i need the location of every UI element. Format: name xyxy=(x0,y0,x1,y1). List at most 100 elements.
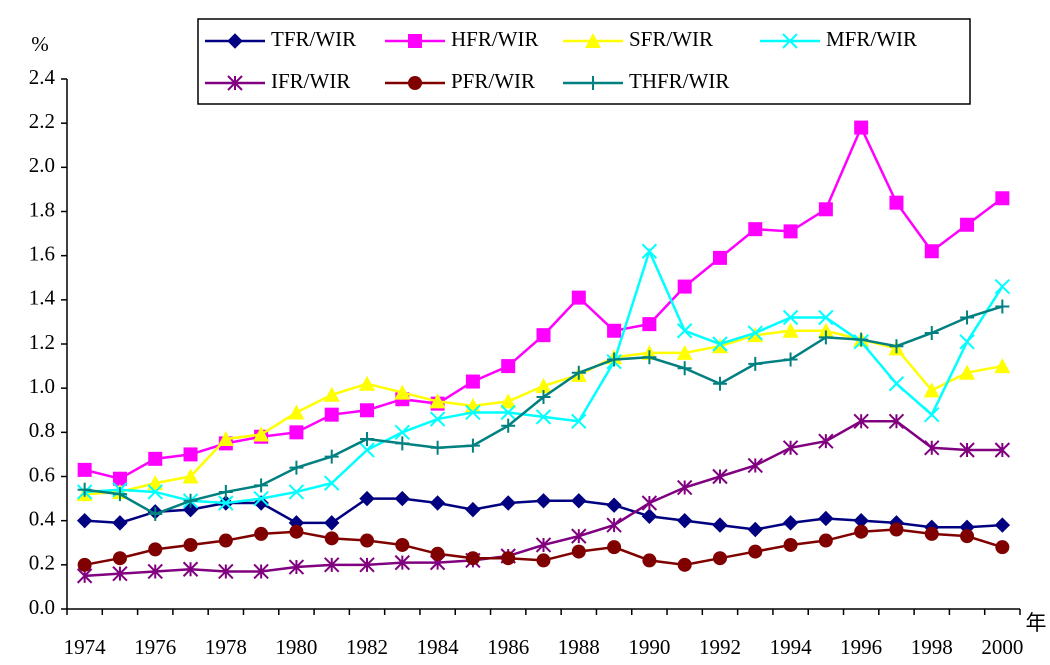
marker xyxy=(324,475,340,491)
marker xyxy=(994,517,1011,533)
marker xyxy=(360,533,375,548)
marker xyxy=(218,484,233,499)
marker xyxy=(288,484,305,500)
marker xyxy=(500,495,516,511)
x-tick-label: 1982 xyxy=(346,635,388,659)
marker xyxy=(607,323,622,338)
marker xyxy=(147,484,163,500)
marker xyxy=(112,515,128,531)
marker xyxy=(218,563,234,580)
marker xyxy=(359,490,375,507)
marker xyxy=(606,497,622,513)
marker xyxy=(641,508,658,524)
marker xyxy=(959,442,975,458)
marker xyxy=(888,413,905,429)
marker xyxy=(359,442,375,458)
marker xyxy=(360,403,375,418)
marker xyxy=(818,510,834,527)
marker xyxy=(394,490,411,507)
marker xyxy=(465,551,480,566)
legend-label: PFR/WIR xyxy=(451,69,535,93)
marker xyxy=(253,563,269,580)
marker xyxy=(408,76,422,90)
marker xyxy=(747,521,763,538)
marker xyxy=(923,382,940,398)
marker xyxy=(571,528,587,544)
marker xyxy=(586,76,600,90)
marker xyxy=(782,33,798,49)
legend-label: MFR/WIR xyxy=(826,27,917,51)
marker xyxy=(642,553,657,568)
marker xyxy=(408,34,422,48)
marker xyxy=(676,479,693,496)
marker xyxy=(571,365,586,380)
y-tick-label: 1.0 xyxy=(29,374,55,398)
marker xyxy=(501,551,516,566)
marker xyxy=(924,325,939,340)
marker xyxy=(747,325,763,341)
y-tick-label: 1.2 xyxy=(29,330,55,354)
marker xyxy=(148,507,163,522)
marker xyxy=(677,279,692,294)
marker xyxy=(429,411,446,427)
marker xyxy=(959,334,975,350)
marker xyxy=(960,310,975,325)
marker xyxy=(676,344,693,360)
marker xyxy=(853,413,869,429)
marker xyxy=(218,495,234,511)
marker xyxy=(324,407,339,422)
marker xyxy=(465,438,480,453)
marker xyxy=(994,278,1011,295)
marker xyxy=(183,537,198,552)
marker xyxy=(182,468,199,484)
y-axis-label: % xyxy=(31,32,49,56)
marker xyxy=(711,338,728,354)
series-line xyxy=(84,247,1004,505)
marker xyxy=(571,413,587,429)
marker xyxy=(818,533,833,548)
legend-label: IFR/WIR xyxy=(271,69,350,93)
marker xyxy=(677,557,692,572)
x-tick-label: 1980 xyxy=(275,635,317,659)
marker xyxy=(676,512,693,529)
marker xyxy=(76,512,93,529)
marker xyxy=(585,33,601,48)
marker xyxy=(888,376,905,392)
x-tick-label: 1976 xyxy=(134,635,176,659)
marker xyxy=(641,243,658,259)
marker xyxy=(148,451,163,466)
marker xyxy=(924,406,940,423)
marker xyxy=(147,475,164,491)
marker xyxy=(571,290,586,305)
marker xyxy=(889,522,904,537)
marker xyxy=(994,442,1011,458)
marker xyxy=(112,487,127,502)
marker xyxy=(324,531,339,546)
y-tick-label: 1.4 xyxy=(29,286,56,310)
marker xyxy=(535,537,552,553)
marker xyxy=(289,425,304,440)
marker xyxy=(535,377,552,393)
marker xyxy=(323,386,340,402)
marker xyxy=(253,490,269,507)
marker xyxy=(218,533,233,548)
marker xyxy=(783,352,798,367)
marker xyxy=(606,517,622,533)
marker xyxy=(854,332,869,347)
marker xyxy=(324,557,340,573)
marker xyxy=(712,250,727,265)
marker xyxy=(535,493,552,509)
marker xyxy=(747,327,764,343)
marker xyxy=(430,546,445,561)
marker xyxy=(641,495,658,511)
marker xyxy=(995,191,1010,206)
marker xyxy=(254,478,269,493)
marker xyxy=(536,553,551,568)
x-tick-label: 1998 xyxy=(911,635,953,659)
marker xyxy=(818,330,833,345)
x-tick-label: 2000 xyxy=(981,635,1023,659)
marker xyxy=(782,440,799,456)
marker xyxy=(783,224,798,239)
y-tick-label: 2.2 xyxy=(29,109,55,133)
marker xyxy=(854,120,869,135)
